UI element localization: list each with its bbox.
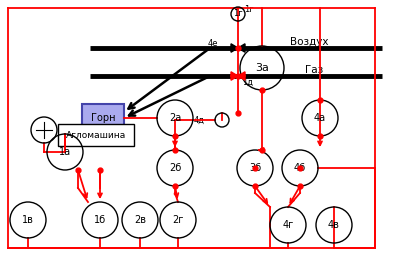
Text: 2а: 2а <box>169 113 181 123</box>
Text: 1г: 1г <box>233 10 243 19</box>
Text: Газ: Газ <box>305 65 323 75</box>
Text: 4б: 4б <box>294 163 306 173</box>
Text: 4в: 4в <box>328 220 340 230</box>
Polygon shape <box>231 44 238 52</box>
Text: 2в: 2в <box>134 215 146 225</box>
Text: 3а: 3а <box>255 63 269 73</box>
Text: 4г: 4г <box>282 220 293 230</box>
Text: 1д: 1д <box>242 77 253 86</box>
Text: 4е: 4е <box>208 39 218 48</box>
FancyBboxPatch shape <box>58 124 134 146</box>
Text: 4д: 4д <box>194 116 205 125</box>
Text: 3б: 3б <box>249 163 261 173</box>
Text: 1б: 1б <box>94 215 106 225</box>
Text: 4а: 4а <box>314 113 326 123</box>
FancyBboxPatch shape <box>82 104 124 132</box>
Text: 1в: 1в <box>22 215 34 225</box>
Text: 2б: 2б <box>169 163 181 173</box>
Text: 1г: 1г <box>244 5 253 14</box>
Polygon shape <box>231 72 238 80</box>
Polygon shape <box>238 44 245 52</box>
Polygon shape <box>238 72 245 80</box>
Text: 1а: 1а <box>59 147 71 157</box>
Text: 2г: 2г <box>172 215 184 225</box>
Text: Воздух: Воздух <box>290 37 329 47</box>
Text: Агломашина: Агломашина <box>66 130 126 139</box>
Text: Горн: Горн <box>91 113 115 123</box>
